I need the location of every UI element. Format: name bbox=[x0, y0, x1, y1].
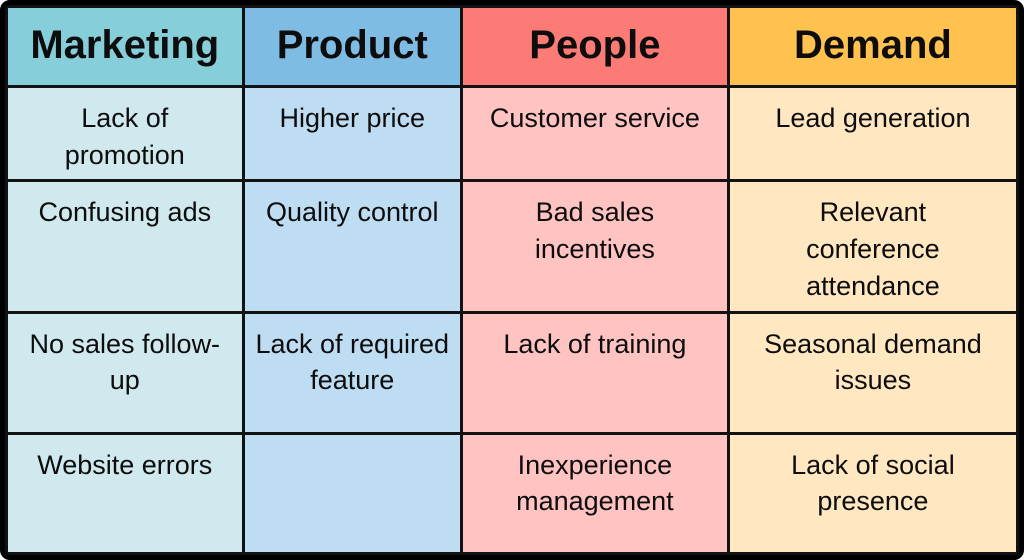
cell-marketing-3: No sales follow-up bbox=[5, 310, 245, 435]
cell-people-4: Inexperience management bbox=[459, 431, 730, 555]
table-row: Lack of promotion Higher price Customer … bbox=[5, 84, 1019, 183]
column-header-people: People bbox=[459, 5, 730, 88]
header-row: Marketing Product People Demand bbox=[5, 5, 1019, 88]
cell-demand-2: Relevant conference attendance bbox=[726, 179, 1019, 314]
cell-product-2: Quality control bbox=[241, 179, 463, 314]
cell-demand-3: Seasonal demand issues bbox=[726, 310, 1019, 435]
cell-product-3: Lack of required feature bbox=[241, 310, 463, 435]
cell-marketing-4: Website errors bbox=[5, 431, 245, 555]
cell-marketing-2: Confusing ads bbox=[5, 179, 245, 314]
table-row: Website errors Inexperience management L… bbox=[5, 431, 1019, 555]
column-header-demand: Demand bbox=[726, 5, 1019, 88]
cell-product-1: Higher price bbox=[241, 84, 463, 183]
table-row: No sales follow-up Lack of required feat… bbox=[5, 310, 1019, 435]
cell-marketing-1: Lack of promotion bbox=[5, 84, 245, 183]
cell-people-3: Lack of training bbox=[459, 310, 730, 435]
cell-people-2: Bad sales incentives bbox=[459, 179, 730, 314]
issues-matrix-table: Marketing Product People Demand Lack of … bbox=[5, 5, 1019, 555]
cell-demand-1: Lead generation bbox=[726, 84, 1019, 183]
column-header-marketing: Marketing bbox=[5, 5, 245, 88]
column-header-product: Product bbox=[241, 5, 463, 88]
cell-product-4 bbox=[241, 431, 463, 555]
cell-demand-4: Lack of social presence bbox=[726, 431, 1019, 555]
cell-people-1: Customer service bbox=[459, 84, 730, 183]
table-row: Confusing ads Quality control Bad sales … bbox=[5, 179, 1019, 314]
